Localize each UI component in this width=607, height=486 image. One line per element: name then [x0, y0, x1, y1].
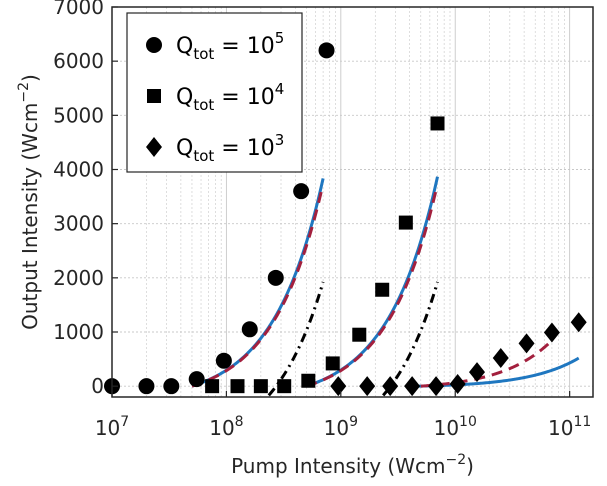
- diamond-data-point: [570, 312, 587, 333]
- y-tick-label: 2000: [53, 266, 104, 290]
- legend: Qtot = 105 Qtot = 104 Qtot = 103: [126, 12, 303, 173]
- x-tick-label: 1010: [434, 414, 477, 440]
- y-tick-label: 1000: [53, 320, 104, 344]
- black-dashdot-model-curve: [421, 410, 579, 413]
- square-data-point: [430, 116, 445, 131]
- y-tick-label: 0: [91, 374, 104, 398]
- square-data-point: [375, 282, 390, 297]
- y-tick-label: 6000: [53, 49, 104, 73]
- diamond-data-point: [404, 376, 421, 397]
- legend-square-marker: [147, 89, 161, 103]
- legend-label: Qtot = 104: [176, 80, 284, 114]
- circle-data-point: [138, 378, 155, 395]
- circle-data-point: [293, 183, 310, 200]
- legend-label: Qtot = 105: [176, 29, 284, 63]
- diamond-data-point: [428, 376, 445, 397]
- legend-label: Qtot = 103: [176, 131, 284, 165]
- legend-diamond-marker: [146, 137, 162, 157]
- y-tick-label: 5000: [53, 103, 104, 127]
- black-dashdot-model-curve: [379, 281, 439, 397]
- x-tick-label: 1011: [548, 414, 591, 440]
- diamond-data-point: [382, 376, 399, 397]
- red-dashed-model-curve: [305, 189, 438, 388]
- circle-data-point: [241, 321, 258, 338]
- red-dashed-model-curve: [191, 189, 324, 388]
- y-tick-label: 7000: [53, 0, 104, 19]
- ticks-layer: 107 108 109 1010 1011 0 1000 2000 3000 4000 5000 60…: [53, 0, 591, 440]
- square-data-point: [325, 356, 340, 371]
- x-axis-label: Pump Intensity (Wcm−2): [231, 452, 474, 478]
- circle-data-point: [267, 269, 284, 286]
- red-dashed-model-curve: [420, 339, 553, 388]
- circle-data-point: [318, 42, 335, 59]
- square-data-point: [277, 379, 292, 394]
- square-data-point: [230, 379, 245, 394]
- square-data-point: [352, 327, 367, 342]
- diamond-data-point: [359, 376, 376, 397]
- diamond-data-point: [492, 348, 509, 368]
- diamond-data-point: [543, 322, 560, 343]
- circle-data-point: [188, 371, 205, 388]
- plot-frame: [111, 6, 594, 398]
- x-tick-label: 107: [95, 414, 129, 440]
- y-axis-label: Output Intensity (Wcm−2): [16, 74, 42, 330]
- blue-solid-model-curve: [305, 176, 439, 388]
- y-tick-label: 3000: [53, 212, 104, 236]
- diamond-data-point: [469, 362, 486, 383]
- square-data-point: [253, 379, 268, 394]
- square-data-point: [205, 379, 220, 394]
- x-tick-label: 108: [209, 414, 243, 440]
- y-tick-label: 4000: [53, 158, 104, 182]
- diamond-data-point: [518, 333, 535, 354]
- markers-layer: [104, 42, 587, 397]
- x-tick-label: 109: [324, 414, 358, 440]
- circle-data-point: [215, 352, 232, 369]
- black-dashdot-model-curve: [265, 281, 325, 397]
- legend-circle-marker: [146, 37, 162, 53]
- curves-layer: [191, 176, 580, 413]
- square-data-point: [301, 373, 316, 388]
- square-data-point: [398, 215, 413, 230]
- circle-data-point: [163, 378, 180, 395]
- diamond-data-point: [449, 374, 466, 394]
- diamond-data-point: [330, 376, 347, 397]
- blue-solid-model-curve: [191, 178, 325, 388]
